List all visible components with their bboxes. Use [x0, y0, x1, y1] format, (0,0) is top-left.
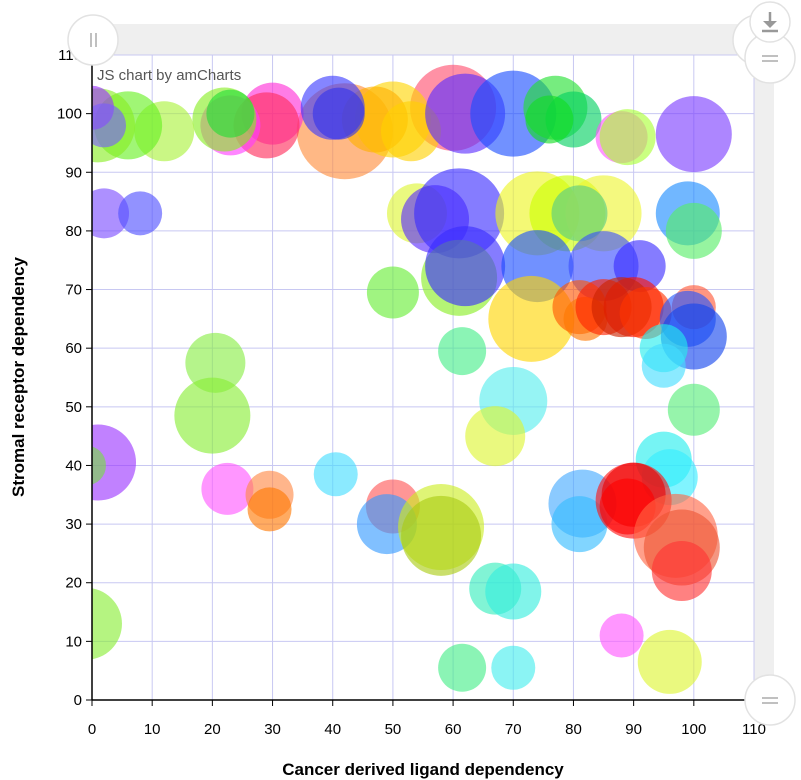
y-tick-label: 0: [74, 692, 82, 709]
y-tick-label: 60: [65, 340, 82, 357]
bubble-point[interactable]: [438, 327, 487, 376]
bubble-point[interactable]: [401, 495, 482, 576]
bubble-point[interactable]: [655, 96, 732, 173]
y-tick-label: 30: [65, 516, 82, 533]
bubble-point[interactable]: [313, 452, 358, 497]
export-menu-button[interactable]: [749, 1, 791, 43]
bubble-point[interactable]: [50, 588, 122, 660]
x-tick-label: 110: [742, 721, 766, 738]
horizontal-scrollbar-track[interactable]: [92, 24, 754, 55]
bubble-point[interactable]: [79, 188, 130, 239]
horizontal-scroll-start-grip[interactable]: [67, 14, 119, 66]
bubble-point[interactable]: [665, 202, 722, 259]
x-tick-label: 100: [681, 721, 706, 738]
bubble-point[interactable]: [247, 487, 292, 532]
x-tick-label: 50: [385, 721, 402, 738]
x-tick-label: 60: [445, 721, 462, 738]
bubble-point[interactable]: [425, 226, 506, 307]
bubble-point[interactable]: [551, 496, 608, 553]
bubble-point[interactable]: [366, 266, 419, 319]
vertical-scrollbar-track[interactable]: [754, 55, 774, 700]
x-tick-label: 80: [565, 721, 582, 738]
x-tick-label: 40: [324, 721, 341, 738]
bubble-point[interactable]: [82, 103, 127, 148]
bubble-point[interactable]: [312, 87, 365, 140]
y-tick-label: 90: [65, 164, 82, 181]
y-tick-label: 100: [57, 106, 82, 123]
bubble-point[interactable]: [485, 563, 542, 620]
x-tick-label: 0: [88, 721, 96, 738]
y-tick-label: 40: [65, 457, 82, 474]
bubble-point[interactable]: [438, 643, 487, 692]
bubble-point[interactable]: [599, 613, 644, 658]
bubble-point[interactable]: [206, 89, 255, 138]
x-tick-label: 10: [144, 721, 161, 738]
bubble-point[interactable]: [185, 332, 246, 393]
y-tick-label: 50: [65, 399, 82, 416]
x-tick-label: 70: [505, 721, 522, 738]
bubble-point[interactable]: [491, 645, 536, 690]
bubble-point[interactable]: [599, 109, 656, 166]
bubble-point[interactable]: [174, 377, 251, 454]
bubble-point[interactable]: [637, 629, 702, 694]
bubble-point[interactable]: [641, 343, 686, 388]
bubble-point[interactable]: [488, 275, 575, 362]
y-tick-label: 10: [65, 633, 82, 650]
x-axis-title: Cancer derived ligand dependency: [282, 760, 564, 779]
x-tick-label: 30: [264, 721, 281, 738]
bubble-point[interactable]: [651, 541, 712, 601]
vertical-scroll-bottom-grip[interactable]: [744, 674, 796, 726]
y-axis-title: Stromal receptor dependency: [9, 256, 28, 497]
y-tick-label: 80: [65, 223, 82, 240]
download-icon: [762, 12, 778, 33]
bubble-point[interactable]: [525, 95, 574, 144]
bubble-series: [50, 64, 732, 694]
bubble-point[interactable]: [465, 406, 526, 467]
y-tick-label: 70: [65, 282, 82, 299]
bubble-point[interactable]: [201, 462, 254, 515]
bubble-point[interactable]: [667, 383, 720, 436]
chart-credit[interactable]: JS chart by amCharts: [97, 67, 241, 84]
y-tick-label: 20: [65, 575, 82, 592]
x-tick-label: 90: [625, 721, 642, 738]
bubble-point[interactable]: [118, 191, 163, 236]
x-tick-label: 20: [204, 721, 221, 738]
bubble-point[interactable]: [60, 424, 137, 501]
bubble-point[interactable]: [551, 185, 608, 242]
x-axis-tick-labels: 0 10 20 30 40 50 60 70 80 90 100 110: [88, 721, 766, 738]
bubble-point[interactable]: [66, 445, 106, 485]
